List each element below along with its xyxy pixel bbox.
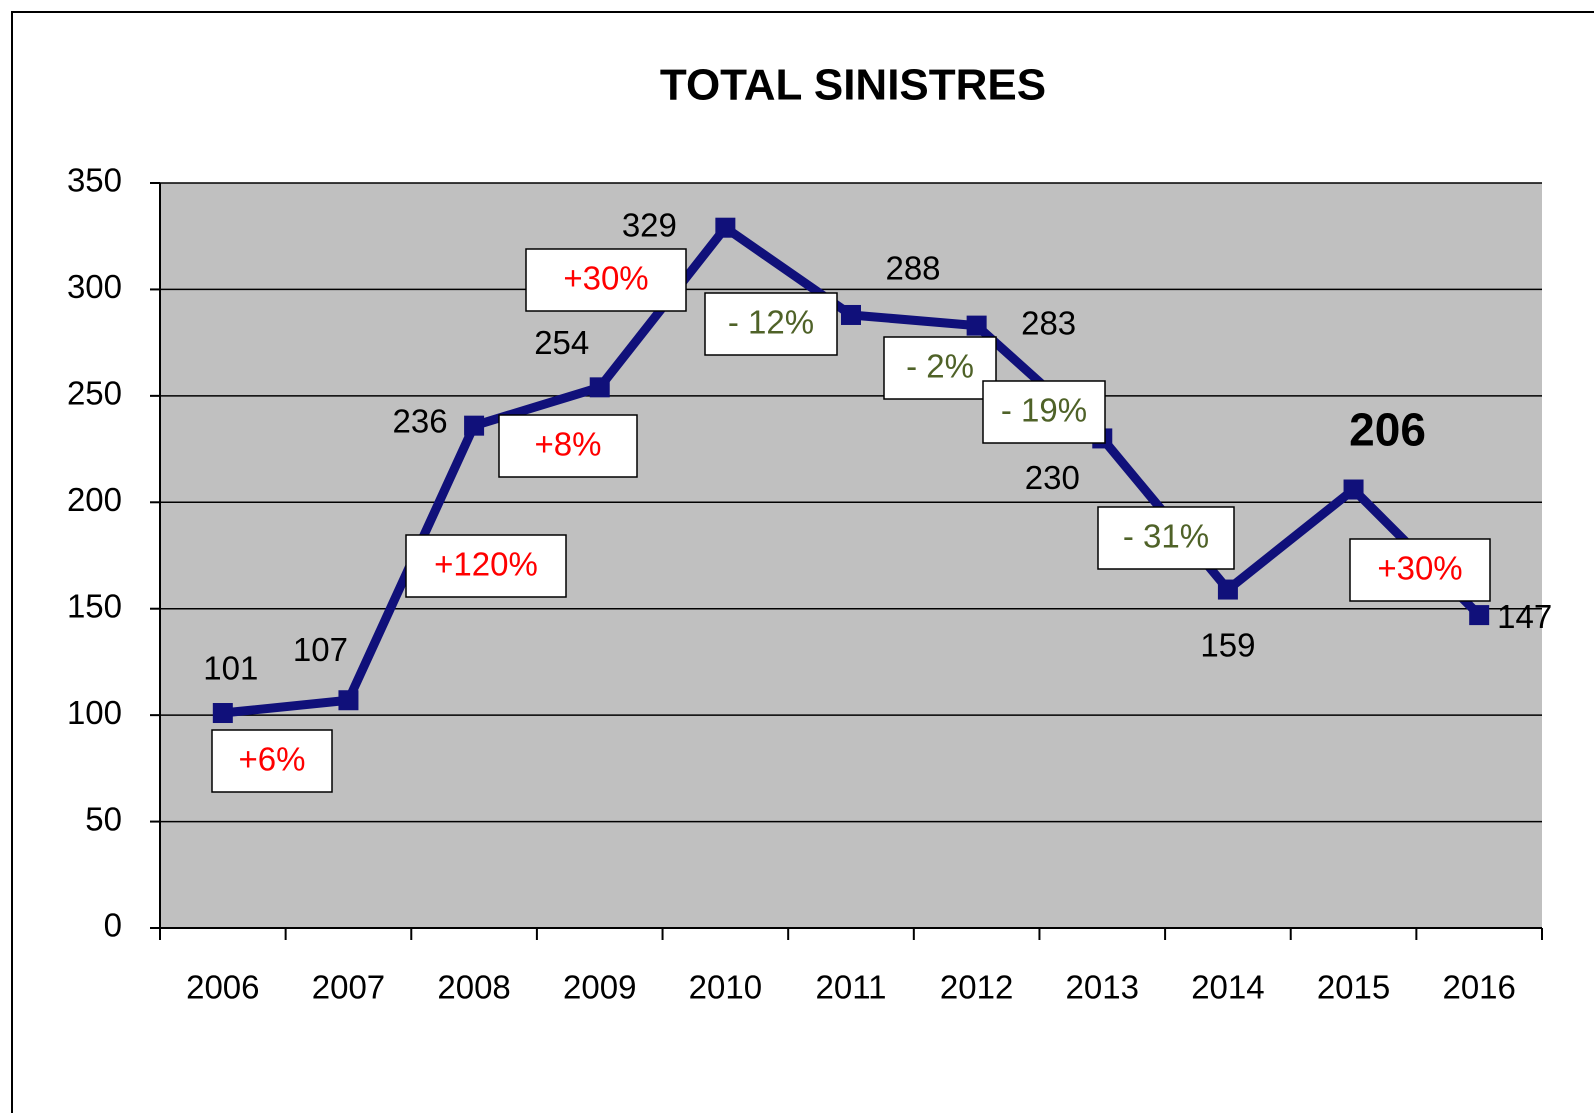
x-tick-label: 2007 bbox=[312, 969, 385, 1006]
chart-title: TOTAL SINISTRES bbox=[660, 61, 1046, 110]
x-tick-label: 2008 bbox=[437, 969, 510, 1006]
annotation-box bbox=[704, 292, 838, 356]
annotation-box bbox=[525, 248, 687, 312]
data-label: 230 bbox=[1025, 459, 1080, 496]
data-point bbox=[715, 217, 736, 238]
x-tick-label: 2009 bbox=[563, 969, 636, 1006]
annotation: +30% bbox=[563, 260, 648, 297]
data-label: 147 bbox=[1497, 598, 1552, 635]
annotation-box bbox=[1349, 538, 1491, 602]
y-tick-label: 100 bbox=[67, 694, 122, 731]
x-tick-label: 2015 bbox=[1317, 969, 1390, 1006]
y-tick-label: 250 bbox=[67, 375, 122, 412]
annotation: - 2% bbox=[906, 348, 974, 385]
annotation-box bbox=[1097, 506, 1235, 570]
annotation-box bbox=[211, 729, 333, 793]
y-tick-label: 50 bbox=[85, 800, 122, 837]
data-point bbox=[212, 703, 233, 724]
data-point bbox=[966, 315, 987, 336]
x-tick-label: 2006 bbox=[186, 969, 259, 1006]
data-point bbox=[841, 304, 861, 325]
data-label: 159 bbox=[1200, 626, 1255, 663]
data-label: 288 bbox=[885, 250, 940, 287]
annotation-box bbox=[883, 336, 997, 400]
x-tick-label: 2011 bbox=[816, 969, 887, 1006]
x-tick-label: 2013 bbox=[1066, 969, 1139, 1006]
plot-area bbox=[160, 183, 1542, 928]
data-point bbox=[464, 415, 485, 436]
data-point bbox=[589, 377, 610, 398]
data-label: 254 bbox=[534, 324, 589, 361]
data-point bbox=[1217, 579, 1238, 600]
annotation: +120% bbox=[434, 546, 538, 583]
annotation: - 31% bbox=[1123, 518, 1209, 555]
data-label: 236 bbox=[393, 402, 448, 439]
annotation-box bbox=[405, 534, 567, 598]
data-label: 283 bbox=[1021, 304, 1076, 341]
x-tick-label: 2010 bbox=[689, 969, 762, 1006]
data-point bbox=[1469, 605, 1490, 626]
y-tick-label: 200 bbox=[67, 481, 122, 518]
x-tick-label: 2012 bbox=[940, 969, 1013, 1006]
y-tick-label: 150 bbox=[67, 587, 122, 624]
x-tick-label: 2014 bbox=[1191, 969, 1264, 1006]
annotation-box bbox=[498, 414, 638, 478]
x-tick-label: 2016 bbox=[1442, 969, 1515, 1006]
y-tick-label: 0 bbox=[104, 907, 122, 944]
data-point bbox=[1343, 479, 1364, 500]
annotation: +6% bbox=[239, 741, 306, 778]
data-label: 107 bbox=[293, 631, 348, 668]
data-label: 206 bbox=[1349, 404, 1426, 456]
data-label: 329 bbox=[622, 206, 677, 243]
y-tick-label: 350 bbox=[67, 162, 122, 199]
annotation: - 19% bbox=[1001, 392, 1087, 429]
annotation: - 12% bbox=[728, 304, 814, 341]
annotation: +8% bbox=[535, 426, 602, 463]
y-tick-label: 300 bbox=[67, 268, 122, 305]
data-label: 101 bbox=[203, 650, 258, 687]
annotation: +30% bbox=[1377, 550, 1462, 587]
data-point bbox=[338, 690, 359, 711]
annotation-box bbox=[982, 380, 1106, 444]
